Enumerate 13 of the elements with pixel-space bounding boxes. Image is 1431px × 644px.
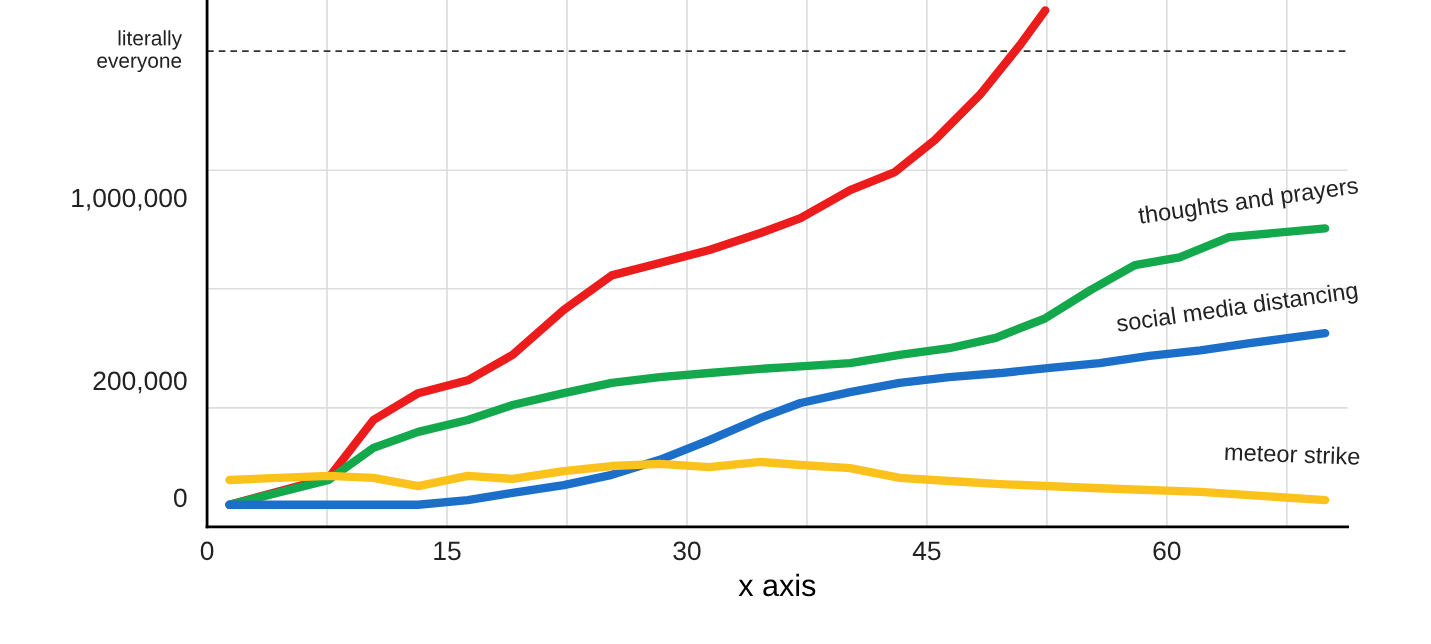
ref-line-label: literally everyone [97, 30, 183, 73]
text: 0 [173, 488, 187, 508]
x-tick-label: 0 [200, 541, 214, 561]
x-tick-label: 60 [1153, 541, 1181, 561]
x-tick-label: 45 [912, 541, 941, 561]
text: social media distancing [1115, 281, 1359, 337]
text: 1,000,000 [72, 188, 187, 211]
x-tick-label: 30 [673, 541, 701, 561]
series-label: meteor strike [1225, 442, 1360, 465]
x-axis-title: x axis [738, 573, 816, 597]
text: thoughts and prayers [1137, 176, 1360, 229]
text: 200,000 [93, 371, 187, 394]
x-tick-label: 15 [434, 541, 461, 561]
